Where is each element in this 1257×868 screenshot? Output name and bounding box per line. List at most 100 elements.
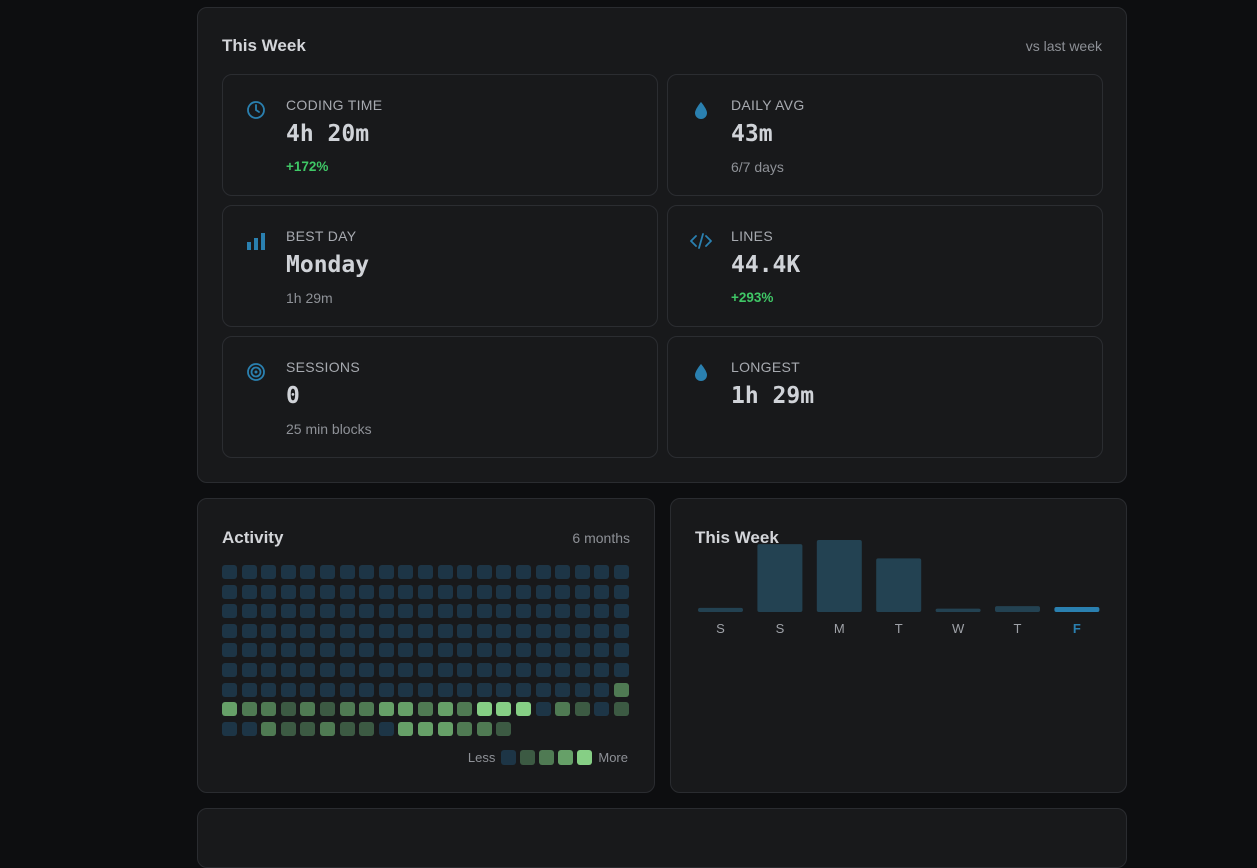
heatmap-cell — [516, 663, 531, 677]
legend-swatch-3 — [558, 750, 574, 765]
bar-1 — [757, 544, 803, 612]
heatmap-cell — [339, 663, 355, 677]
heatmap-cell — [280, 604, 296, 619]
heatmap-cell — [398, 565, 414, 579]
heatmap-cell — [261, 702, 277, 717]
heatmap-cell — [320, 702, 335, 717]
stat-note: 25 min blocks — [286, 421, 372, 437]
heatmap-cell — [378, 584, 394, 599]
stat-value: 0 — [286, 383, 300, 409]
heatmap-cell — [339, 604, 355, 619]
heatmap-cell — [614, 604, 629, 619]
heatmap-cell — [300, 623, 316, 638]
heatmap-cell — [378, 682, 394, 697]
heatmap-cell — [320, 584, 335, 599]
heatmap-cell — [418, 565, 433, 579]
heatmap-cell — [222, 643, 237, 658]
heatmap-cell — [574, 604, 590, 619]
heatmap-cell — [359, 663, 375, 677]
heatmap-cell — [457, 565, 473, 579]
weekly-chart-card: This Week S S M T W T F — [670, 498, 1127, 793]
heatmap-cell — [280, 682, 296, 697]
stat-label: DAILY AVG — [731, 97, 805, 113]
heatmap-cell — [574, 702, 590, 717]
heatmap-cell — [496, 663, 512, 677]
clock-icon — [245, 99, 267, 121]
heatmap-cell — [378, 702, 394, 717]
heatmap-cell — [437, 663, 453, 677]
heatmap-cell — [516, 584, 531, 599]
heatmap-cell — [398, 702, 414, 717]
heatmap-cell — [574, 584, 590, 599]
heatmap-cell — [320, 604, 335, 619]
heatmap-cell — [339, 643, 355, 658]
heatmap-cell — [594, 565, 610, 579]
heatmap-cell — [437, 721, 453, 736]
heatmap-cell — [359, 584, 375, 599]
stat-note: 1h 29m — [286, 290, 333, 306]
heatmap-cell — [280, 623, 296, 638]
heatmap-cell — [555, 663, 571, 677]
stat-value: 1h 29m — [731, 383, 815, 409]
heatmap-cell — [222, 663, 237, 677]
heatmap-cell — [614, 702, 629, 717]
heatmap-cell — [457, 604, 473, 619]
heatmap-cell — [241, 682, 257, 697]
heatmap-cell — [516, 565, 531, 579]
legend-swatch-4 — [577, 750, 593, 765]
heatmap-cell — [241, 604, 257, 619]
heatmap-cell — [359, 604, 375, 619]
heatmap-cell — [594, 643, 610, 658]
heatmap-cell — [222, 604, 237, 619]
heatmap-cell — [535, 584, 551, 599]
heatmap-cell — [398, 643, 414, 658]
bar-0 — [698, 607, 743, 612]
target-icon — [245, 361, 267, 383]
heatmap-cell — [261, 565, 277, 579]
heatmap-cell — [535, 565, 551, 579]
heatmap-cell — [359, 623, 375, 638]
heatmap-cell — [222, 565, 237, 579]
heatmap-cell — [516, 623, 531, 638]
heatmap-cell — [339, 702, 355, 717]
bar-label-1: S — [776, 621, 785, 636]
heatmap-cell — [555, 584, 571, 599]
stat-value: Monday — [286, 252, 370, 278]
heatmap-cell — [222, 584, 237, 599]
heatmap-cell — [241, 721, 257, 736]
heatmap-cell — [418, 604, 433, 619]
heatmap-cell — [378, 623, 394, 638]
heatmap-cell — [241, 643, 257, 658]
heatmap-cell — [339, 682, 355, 697]
heatmap-cell — [594, 663, 610, 677]
heatmap-cell — [261, 721, 277, 736]
heatmap-cell — [300, 702, 316, 717]
heatmap-cell — [614, 623, 629, 638]
heatmap-cell — [300, 584, 316, 599]
stat-value: 44.4K — [731, 252, 801, 278]
this-week-card: This Week vs last week CODING TIME 4h 20… — [197, 7, 1127, 483]
heatmap-cell — [398, 623, 414, 638]
stat-value: 4h 20m — [286, 121, 370, 147]
heatmap-cell — [241, 623, 257, 638]
heatmap-cell — [535, 623, 551, 638]
heatmap-cell — [378, 721, 394, 736]
heatmap-cell — [437, 682, 453, 697]
activity-card: Activity 6 months Less More — [197, 498, 655, 793]
heatmap-cell — [359, 565, 375, 579]
stat-change: +172% — [286, 159, 329, 174]
heatmap-cell — [496, 584, 512, 599]
heatmap-cell — [457, 643, 473, 658]
heatmap-cell — [496, 682, 512, 697]
bar-label-3: T — [895, 621, 903, 636]
heatmap-cell — [339, 584, 355, 599]
stat-value: 43m — [731, 121, 773, 147]
heatmap-cell — [339, 721, 355, 736]
heatmap-cell — [574, 643, 590, 658]
heatmap-legend: Less More — [466, 750, 630, 765]
heatmap-cell — [261, 643, 277, 658]
heatmap-cell — [320, 682, 335, 697]
heatmap-cell — [261, 584, 277, 599]
heatmap-cell — [555, 623, 571, 638]
heatmap-cell — [261, 604, 277, 619]
